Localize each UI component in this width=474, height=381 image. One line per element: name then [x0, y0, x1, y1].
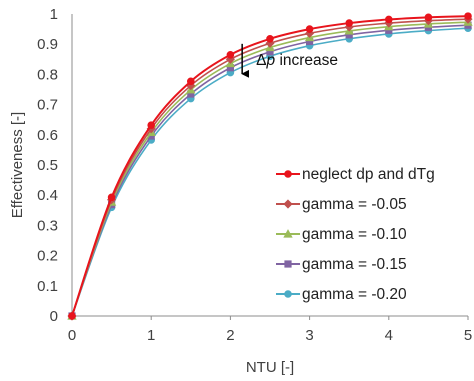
legend-marker	[284, 260, 292, 268]
axes	[71, 14, 468, 317]
data-point	[107, 193, 116, 202]
y-tick-label: 0.9	[37, 36, 58, 53]
y-tick-label: 0.5	[37, 157, 58, 174]
data-point	[266, 34, 274, 43]
data-point	[424, 13, 433, 22]
data-point	[305, 25, 314, 33]
x-tick-label: 1	[147, 327, 155, 344]
data-point	[464, 12, 472, 20]
y-tick-label: 0.8	[37, 66, 58, 83]
legend-label: gamma = -0.15	[302, 256, 407, 273]
legend: neglect dp and dTg gamma = -0.05 gamma = -…	[276, 166, 435, 303]
legend-marker	[284, 170, 292, 178]
series-line	[71, 18, 469, 317]
x-tick-label: 2	[226, 327, 234, 344]
x-axis-label: NTU [-]	[246, 359, 294, 376]
legend-item: gamma = -0.05	[276, 196, 407, 213]
x-tick-label: 4	[385, 327, 393, 344]
annotation: Δp increase	[241, 43, 338, 78]
legend-marker	[283, 229, 293, 238]
legend-label: gamma = -0.20	[302, 286, 407, 303]
legend-label: neglect dp and dTg	[302, 166, 435, 183]
y-tick-label: 0.2	[37, 248, 58, 265]
data-point	[68, 312, 76, 320]
legend-item: neglect dp and dTg	[276, 166, 435, 183]
series-line	[71, 27, 469, 317]
y-tick-label: 0	[50, 308, 58, 325]
legend-label: gamma = -0.05	[302, 196, 407, 213]
y-tick-label: 1	[50, 6, 58, 23]
annotation-label: Δp increase	[256, 52, 338, 69]
y-tick-label: 0.4	[37, 187, 58, 204]
y-tick-label: 0.3	[37, 217, 58, 234]
y-tick-label: 0.1	[37, 278, 58, 295]
legend-item: gamma = -0.20	[276, 286, 407, 303]
series-line	[71, 21, 469, 317]
series-1	[68, 12, 472, 320]
x-tick-label: 0	[68, 327, 76, 344]
data-point	[345, 19, 354, 27]
data-point	[226, 50, 235, 59]
y-tick-label: 0.7	[37, 97, 58, 114]
legend-item: gamma = -0.10	[276, 226, 407, 243]
legend-item: gamma = -0.15	[276, 256, 407, 273]
x-tick-label: 3	[305, 327, 313, 344]
legend-marker	[283, 199, 293, 209]
tick-labels: 0 1 2 3 4 5 0 0.1 0.2 0.3 0.4 0.5 0.6 0.7 0.8 0.9 1	[37, 6, 472, 344]
series-layer	[67, 12, 473, 321]
series-line	[71, 24, 469, 317]
y-axis-label: Effectiveness [-]	[9, 112, 26, 218]
data-point	[384, 15, 393, 24]
y-tick-label: 0.6	[37, 127, 58, 144]
data-point	[147, 121, 156, 129]
legend-label: gamma = -0.10	[302, 226, 407, 243]
legend-marker	[284, 290, 292, 298]
data-point	[187, 77, 195, 86]
series-line	[71, 15, 469, 317]
x-tick-label: 5	[464, 327, 472, 344]
